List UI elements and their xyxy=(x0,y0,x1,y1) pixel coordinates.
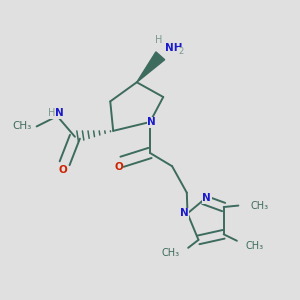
Text: 2: 2 xyxy=(178,47,184,56)
Polygon shape xyxy=(137,52,165,82)
Text: CH₃: CH₃ xyxy=(250,201,268,211)
Text: CH₃: CH₃ xyxy=(246,241,264,251)
Text: N: N xyxy=(55,108,64,118)
Text: CH₃: CH₃ xyxy=(12,122,31,131)
Text: N: N xyxy=(180,208,188,218)
Text: CH₃: CH₃ xyxy=(161,248,179,258)
Text: NH: NH xyxy=(165,44,182,53)
Text: N: N xyxy=(147,117,156,127)
Text: H: H xyxy=(155,34,163,45)
Text: O: O xyxy=(59,165,68,175)
Text: O: O xyxy=(114,162,123,172)
Text: H: H xyxy=(48,108,55,118)
Text: N: N xyxy=(202,193,211,203)
